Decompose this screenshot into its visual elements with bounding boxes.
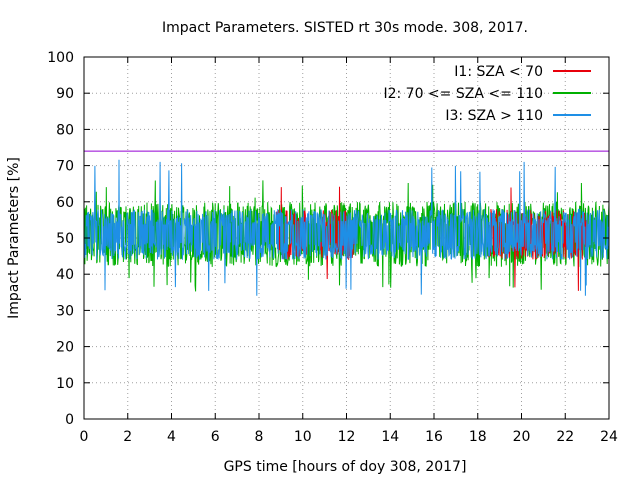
y-tick-label: 0 — [65, 412, 74, 428]
y-tick-label: 30 — [56, 303, 74, 319]
x-tick-label: 14 — [381, 429, 399, 445]
x-tick-label: 2 — [123, 429, 132, 445]
legend: I1: SZA < 70 I2: 70 <= SZA <= 110 I3: SZA … — [383, 64, 591, 124]
x-tick-label: 18 — [469, 429, 487, 445]
y-tick-label: 100 — [47, 50, 74, 66]
series-3-line — [83, 159, 610, 296]
x-tick-label: 22 — [556, 429, 574, 445]
x-tick-label: 4 — [167, 429, 176, 445]
x-tick-label: 24 — [600, 429, 618, 445]
y-tick-label: 50 — [56, 231, 74, 247]
axis-ticks: 0 2 4 6 8 10 12 14 16 18 20 22 240102030405060708090… — [47, 50, 618, 445]
x-axis-label: GPS time [hours of doy 308, 2017] — [224, 459, 467, 475]
legend-label-3: I3: SZA > 110 — [445, 108, 543, 124]
x-tick-label: 0 — [80, 429, 89, 445]
y-tick-label: 80 — [56, 122, 74, 138]
y-tick-label: 20 — [56, 340, 74, 356]
x-tick-label: 20 — [513, 429, 531, 445]
y-tick-label: 40 — [56, 267, 74, 283]
y-tick-label: 10 — [56, 376, 74, 392]
y-tick-label: 60 — [56, 195, 74, 211]
x-tick-label: 16 — [425, 429, 443, 445]
chart-title: Impact Parameters. SISTED rt 30s mode. 3… — [162, 20, 528, 36]
x-tick-label: 8 — [255, 429, 264, 445]
y-axis-label: Impact Parameters [%] — [6, 157, 22, 319]
series-layer — [83, 159, 610, 296]
y-tick-label: 90 — [56, 86, 74, 102]
x-tick-label: 10 — [294, 429, 312, 445]
legend-label-2: I2: 70 <= SZA <= 110 — [383, 86, 543, 102]
x-tick-label: 6 — [211, 429, 220, 445]
x-tick-label: 12 — [338, 429, 356, 445]
y-tick-label: 70 — [56, 159, 74, 175]
series-3 — [83, 159, 610, 296]
legend-label-1: I1: SZA < 70 — [454, 64, 543, 80]
